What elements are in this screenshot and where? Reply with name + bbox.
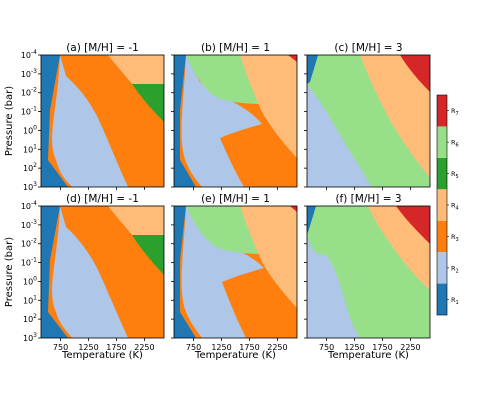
x-tick-label: 750: [186, 343, 201, 352]
panel-b-title: (b) [M/H] = 1: [201, 42, 270, 54]
x-tick-label: 1750: [239, 343, 259, 352]
region-r7: [288, 55, 297, 62]
x-axis-label-e: Temperature (K): [194, 350, 276, 361]
region-r2: [52, 206, 129, 338]
y-tick-label: 103: [23, 181, 37, 192]
y-tick-label: 100: [23, 124, 37, 135]
region-r4: [108, 206, 164, 235]
region-r4: [240, 206, 297, 308]
region-r1: [174, 206, 196, 338]
colorbar-segment-r3: [437, 220, 447, 253]
region-r6: [186, 55, 262, 104]
panel-a-title: (a) [M/H] = -1: [66, 42, 139, 54]
colorbar-segment-r4: [437, 189, 447, 221]
colorbar-segment-r1: [437, 283, 447, 315]
y-tick-label: 10-4: [21, 200, 37, 211]
x-axis-label-d: Temperature (K): [61, 350, 143, 361]
region-r5: [132, 84, 164, 122]
panel-c-title: (c) [M/H] = 3: [334, 42, 402, 54]
y-tick-label: 101: [23, 143, 37, 154]
y-tick-label: 10-3: [21, 68, 37, 79]
colorbar-label-r7: R7: [451, 107, 459, 117]
region-r7: [400, 55, 430, 92]
region-r6: [186, 206, 262, 254]
colorbar-label-r3: R3: [451, 233, 459, 243]
y-tick-label: 10-1: [21, 257, 37, 268]
y-tick-label: 10-3: [21, 219, 37, 230]
panel-d: (d) [M/H] = -1: [40, 193, 165, 339]
region-r7: [290, 206, 297, 212]
region-r1: [307, 206, 316, 234]
colorbar: R1 R2 R3 R4 R5 R6 R7: [436, 94, 459, 316]
panel-d-title: (d) [M/H] = -1: [66, 193, 139, 205]
region-r5: [132, 235, 164, 275]
y-axis-label-top: Pressure (bar): [4, 86, 15, 156]
panel-c: (c) [M/H] = 3: [306, 42, 431, 188]
x-tick-label: 1250: [211, 343, 231, 352]
region-r4: [108, 55, 164, 84]
region-r1: [174, 55, 196, 187]
y-axis-label-bottom: Pressure (bar): [4, 237, 15, 307]
panel-b: (b) [M/H] = 1: [173, 42, 298, 188]
colorbar-segment-r7: [437, 95, 447, 127]
y-tick-label: 102: [23, 162, 37, 173]
x-axis-label-f: Temperature (K): [327, 350, 409, 361]
y-tick-label: 10-4: [21, 49, 37, 60]
region-r1: [307, 55, 318, 84]
region-r1: [41, 55, 68, 187]
colorbar-label-r6: R6: [451, 139, 459, 149]
x-tick-label: 1750: [372, 343, 392, 352]
y-tick-label: 10-1: [21, 106, 37, 117]
region-r7: [396, 206, 430, 244]
panel-f: (f) [M/H] = 3: [306, 193, 431, 339]
x-tick-label: 1750: [106, 343, 126, 352]
x-tick-label: 1250: [344, 343, 364, 352]
y-tick-label: 100: [23, 275, 37, 286]
colorbar-frame: [436, 94, 448, 316]
x-tick-label: 750: [53, 343, 68, 352]
y-tick-label: 101: [23, 294, 37, 305]
panel-a: (a) [M/H] = -1: [40, 42, 165, 188]
region-r1: [41, 206, 68, 338]
region-r2: [52, 55, 129, 187]
colorbar-label-r1: R1: [451, 296, 459, 306]
y-tick-label: 10-2: [21, 87, 37, 98]
y-tick-label: 102: [23, 313, 37, 324]
colorbar-label-r4: R4: [451, 202, 459, 212]
axis-ticks: 10-4 10-3 10-2 10-1 100 101 102 103 750 1250 1750 2…: [21, 49, 421, 352]
region-r4: [240, 55, 297, 158]
y-tick-label: 103: [23, 332, 37, 343]
region-r2: [307, 234, 360, 338]
colorbar-segment-r2: [437, 252, 447, 284]
x-tick-label: 2250: [134, 343, 154, 352]
x-tick-label: 2250: [400, 343, 420, 352]
colorbar-label-r5: R5: [451, 170, 459, 180]
colorbar-segment-r5: [437, 157, 447, 190]
panel-e: (e) [M/H] = 1: [173, 193, 298, 339]
panel-f-title: (f) [M/H] = 3: [335, 193, 401, 205]
x-tick-label: 2250: [267, 343, 287, 352]
colorbar-label-r2: R2: [451, 264, 459, 274]
region-r2: [181, 55, 262, 187]
x-tick-label: 750: [319, 343, 334, 352]
region-r2: [181, 206, 264, 338]
x-tick-label: 1250: [78, 343, 98, 352]
y-tick-label: 10-2: [21, 238, 37, 249]
region-r2: [307, 84, 372, 187]
panel-e-title: (e) [M/H] = 1: [201, 193, 270, 205]
colorbar-segment-r6: [437, 126, 447, 158]
region-r4: [360, 55, 430, 178]
